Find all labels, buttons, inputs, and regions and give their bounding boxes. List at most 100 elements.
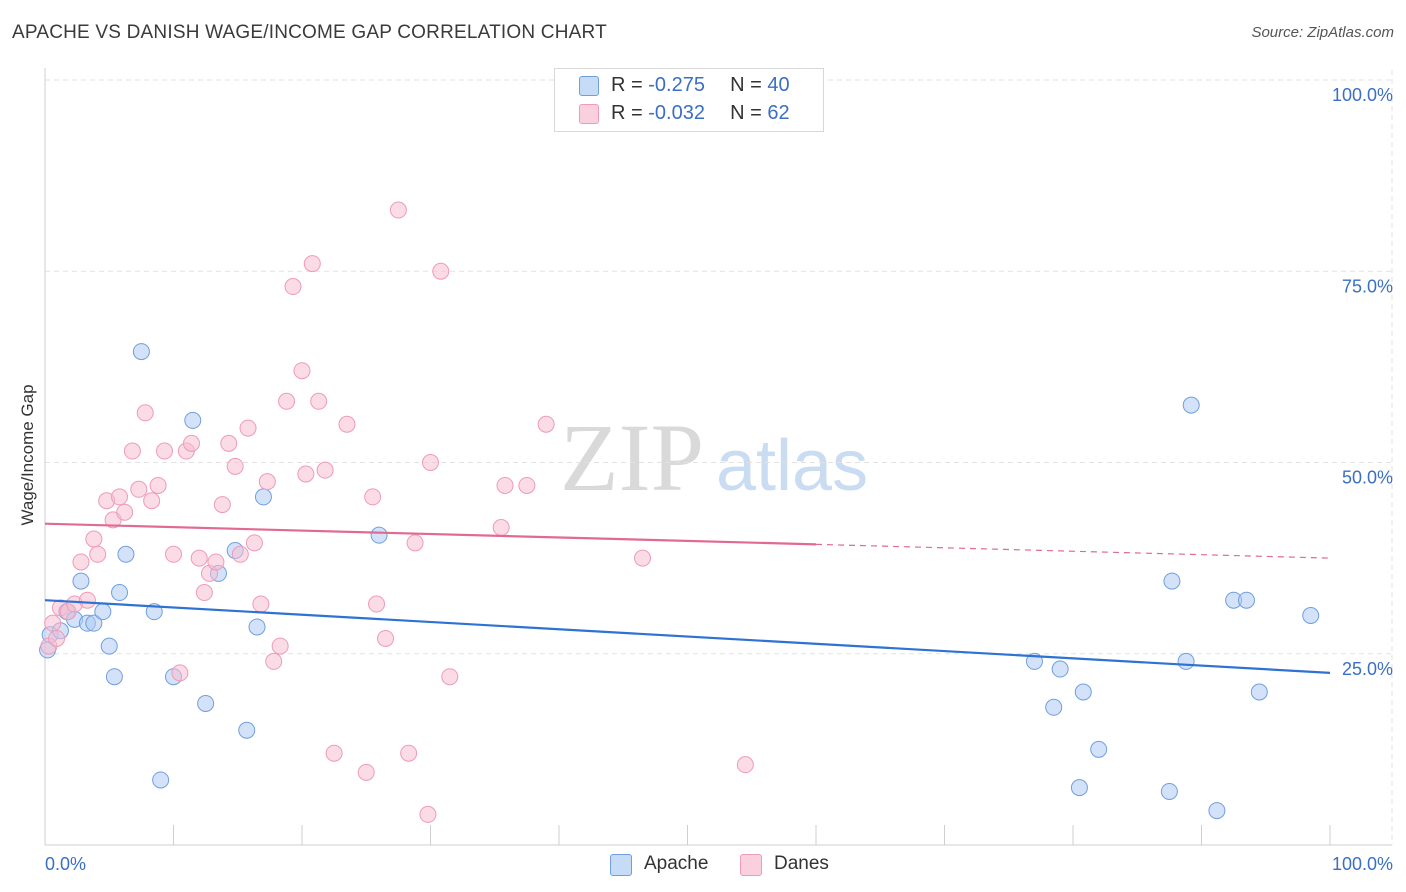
danes-point [207, 553, 225, 571]
danes-point [258, 473, 276, 491]
danes-point [213, 496, 231, 514]
apache-point [111, 584, 129, 602]
apache-point [1182, 396, 1200, 414]
danes-point [89, 545, 107, 563]
danes-point [364, 488, 382, 506]
apache-point [94, 603, 112, 621]
danes-point [252, 595, 270, 613]
danes-point [48, 629, 66, 647]
danes-point [422, 454, 439, 471]
y-tick-label: 75.0% [1342, 276, 1393, 296]
danes-trend-line [44, 522, 817, 546]
danes-point [231, 545, 249, 563]
apache-legend-icon [610, 854, 632, 876]
danes-point [195, 584, 213, 602]
correlation-legend: R = -0.275 N = 40 R = -0.032 N = 62 [554, 68, 824, 132]
apache-point [1070, 779, 1088, 797]
apache-point [85, 614, 103, 632]
x-tick-label: 100.0% [1332, 854, 1393, 874]
danes-point [406, 534, 424, 552]
danes-point [284, 278, 302, 296]
trend-lines [44, 522, 1331, 674]
apache-point [1208, 802, 1226, 820]
danes-point [85, 530, 103, 548]
danes-point [245, 534, 263, 552]
danes-point [325, 744, 343, 762]
danes-swatch-icon [579, 104, 599, 124]
apache-point [1302, 607, 1320, 624]
apache-point [1160, 782, 1178, 800]
apache-point [132, 343, 150, 361]
y-tick-label: 100.0% [1332, 85, 1393, 105]
gridlines [45, 70, 1393, 845]
apache-point [100, 637, 118, 655]
danes-point [338, 415, 356, 433]
apache-point [184, 411, 202, 429]
legend-n-label: N = [730, 74, 768, 96]
legend-r-value: -0.032 [648, 102, 705, 124]
danes-point [634, 549, 652, 567]
bottom-legend-label: Apache [644, 853, 709, 874]
danes-point [265, 652, 283, 670]
danes-point [165, 545, 182, 563]
apache-point [1177, 652, 1195, 670]
danes-point [78, 591, 96, 609]
danes-point [171, 664, 189, 682]
apache-point [1045, 698, 1063, 716]
apache-point [1237, 591, 1255, 609]
source-label: Source: ZipAtlas.com [1251, 24, 1394, 41]
danes-point [419, 805, 437, 823]
apache-point [72, 572, 90, 590]
chart-title: APACHE VS DANISH WAGE/INCOME GAP CORRELA… [12, 22, 607, 43]
danes-point [303, 255, 321, 273]
legend-n-value: 40 [767, 74, 790, 96]
danes-legend-icon [740, 854, 762, 876]
danes-point [156, 442, 174, 460]
legend-n-label: N = [730, 102, 768, 124]
legend-n-value: 62 [767, 102, 790, 124]
danes-point [271, 637, 289, 655]
apache-point [1051, 660, 1069, 678]
danes-point [226, 457, 244, 475]
apache-point [370, 526, 388, 544]
danes-point [130, 480, 148, 498]
danes-point [239, 419, 257, 437]
apache-trend-line [44, 599, 1331, 674]
apache-point [248, 618, 266, 636]
apache-point [254, 488, 272, 506]
y-tick-label: 50.0% [1342, 468, 1393, 488]
legend-r-label: R = [611, 102, 649, 124]
danes-point [149, 476, 167, 494]
danes-point [368, 595, 386, 613]
watermark-atlas: atlas [716, 426, 868, 506]
danes-point [190, 549, 208, 567]
danes-point [537, 415, 555, 433]
danes-point [116, 503, 134, 521]
danes-point [44, 614, 62, 632]
apache-swatch-icon [579, 76, 599, 96]
danes-point [111, 488, 129, 506]
axes [44, 68, 1392, 846]
danes-point [136, 404, 154, 422]
legend-r-value: -0.275 [648, 74, 705, 96]
danes-point [389, 201, 407, 219]
apache-point [1090, 740, 1108, 758]
legend-r-label: R = [611, 74, 649, 96]
y-tick-label: 25.0% [1342, 659, 1393, 679]
apache-point [1250, 683, 1268, 701]
danes-point [278, 392, 296, 410]
danes-point [123, 442, 141, 460]
apache-point [1163, 572, 1181, 590]
apache-point [1074, 683, 1092, 701]
danes-point [72, 553, 90, 571]
danes-point [736, 756, 754, 774]
danes-point [316, 461, 334, 479]
danes-point [492, 519, 510, 537]
x-tick-label: 0.0% [45, 854, 86, 874]
danes-point [357, 763, 375, 781]
danes-trend-extension [815, 543, 1331, 559]
danes-point [310, 392, 328, 410]
danes-point [518, 476, 536, 494]
danes-point [441, 668, 459, 686]
